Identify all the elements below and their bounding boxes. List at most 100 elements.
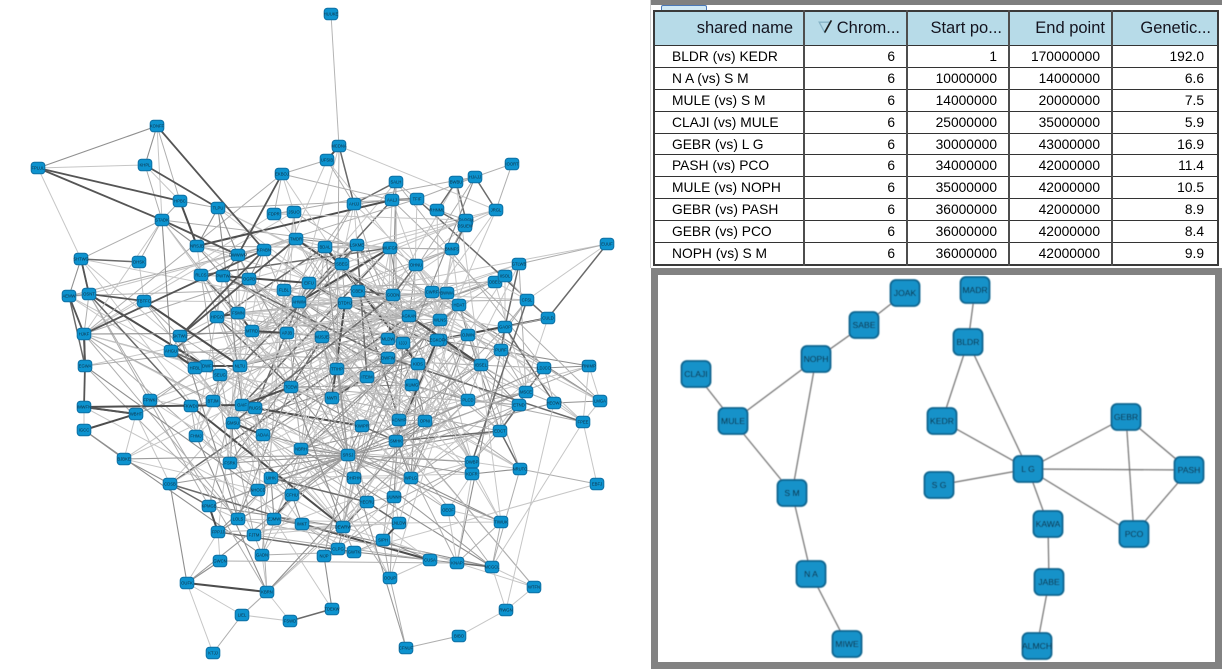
svg-text:NRUTO: NRUTO	[513, 467, 529, 472]
svg-text:JABE: JABE	[1038, 577, 1060, 587]
svg-text:CFSL: CFSL	[522, 298, 533, 303]
svg-text:FHMJ: FHMJ	[190, 434, 201, 439]
svg-text:OEOF: OEOF	[442, 508, 454, 513]
svg-text:RUGS: RUGS	[249, 406, 261, 411]
svg-text:BLDR: BLDR	[957, 337, 980, 347]
svg-text:FDPR: FDPR	[268, 212, 279, 217]
svg-text:UIHK: UIHK	[266, 476, 276, 481]
svg-text:EGWA: EGWA	[79, 364, 92, 369]
svg-text:HEOWJ: HEOWJ	[546, 401, 561, 406]
svg-text:AHGU: AHGU	[165, 349, 177, 354]
svg-text:KHPL: KHPL	[140, 163, 152, 168]
svg-text:GADN: GADN	[256, 553, 268, 558]
svg-text:RNIMP: RNIMP	[582, 364, 596, 369]
svg-text:NOPH: NOPH	[804, 354, 829, 364]
svg-text:FSWD: FSWD	[284, 619, 296, 624]
svg-text:L G: L G	[1021, 464, 1035, 474]
svg-text:OOUP: OOUP	[384, 576, 397, 581]
svg-text:KAWA: KAWA	[1036, 519, 1061, 529]
svg-text:PWTW: PWTW	[216, 274, 229, 279]
svg-text:NWTI: NWTI	[327, 396, 338, 401]
svg-text:WPLG: WPLG	[405, 476, 417, 481]
svg-text:EJMW: EJMW	[268, 517, 280, 522]
svg-text:KTJJ: KTJJ	[208, 651, 218, 656]
svg-text:AEMW: AEMW	[62, 294, 75, 299]
svg-text:LIEL: LIEL	[238, 613, 247, 618]
svg-text:DEWRW: DEWRW	[335, 525, 352, 530]
svg-text:TMDR: TMDR	[290, 237, 302, 242]
svg-text:MCGCL: MCGCL	[484, 565, 500, 570]
svg-text:MADR: MADR	[962, 285, 987, 295]
svg-text:S G: S G	[932, 480, 947, 490]
svg-text:KWIPR: KWIPR	[355, 424, 369, 429]
svg-text:ALMCH: ALMCH	[1022, 641, 1052, 651]
svg-text:EKBOJ: EKBOJ	[275, 172, 289, 177]
svg-text:CFHU: CFHU	[286, 493, 298, 498]
svg-text:GODN: GODN	[387, 293, 400, 298]
svg-text:WUFGR: WUFGR	[382, 246, 398, 251]
svg-text:TFIF: TFIF	[413, 197, 422, 202]
svg-text:GWCN: GWCN	[213, 559, 226, 564]
svg-text:HUUKE: HUUKE	[324, 12, 339, 17]
svg-text:NIJP: NIJP	[319, 554, 328, 559]
svg-text:OSNT: OSNT	[83, 292, 95, 297]
svg-text:ETND: ETND	[513, 403, 524, 408]
svg-text:RLCS: RLCS	[195, 273, 206, 278]
svg-text:DHFHN: DHFHN	[347, 476, 362, 481]
svg-text:MJSJE: MJSJE	[315, 335, 328, 340]
svg-text:FPLUL: FPLUL	[31, 166, 45, 171]
svg-text:FPEE: FPEE	[578, 420, 589, 425]
svg-text:NLTU: NLTU	[235, 364, 246, 369]
svg-text:BTJM: BTJM	[208, 399, 219, 404]
svg-text:FSRK: FSRK	[224, 461, 235, 466]
svg-text:GAOP: GAOP	[499, 325, 511, 330]
svg-text:UFSIB: UFSIB	[321, 158, 334, 163]
svg-text:IMKT: IMKT	[297, 522, 307, 527]
svg-text:KPABN: KPABN	[257, 248, 271, 253]
svg-text:LDJCO: LDJCO	[537, 366, 551, 371]
svg-text:STADK: STADK	[155, 218, 169, 223]
svg-text:IMWFN: IMWFN	[77, 405, 91, 410]
svg-text:KUMG: KUMG	[406, 383, 419, 388]
svg-text:HFBL: HFBL	[190, 366, 201, 371]
svg-text:MCDNA: MCDNA	[331, 144, 347, 149]
svg-text:SBEG: SBEG	[336, 262, 348, 267]
svg-text:FJTM: FJTM	[249, 533, 260, 538]
svg-text:NRSJB: NRSJB	[190, 244, 204, 249]
svg-text:MSCE: MSCE	[520, 390, 532, 395]
svg-text:HPBC: HPBC	[174, 199, 186, 204]
svg-text:BDAL: BDAL	[320, 245, 332, 250]
svg-text:CDSB: CDSB	[164, 482, 176, 487]
svg-text:BWWA: BWWA	[440, 291, 454, 296]
svg-text:OJWN: OJWN	[462, 333, 474, 338]
svg-text:FPWKI: FPWKI	[143, 398, 156, 403]
svg-text:APJB: APJB	[282, 331, 293, 336]
svg-text:ADAA: ADAA	[257, 433, 269, 438]
svg-text:AHJJ: AHJJ	[349, 202, 359, 207]
svg-text:PASH: PASH	[1178, 465, 1201, 475]
svg-text:IOORT: IOORT	[505, 162, 519, 167]
svg-text:OSUEW: OSUEW	[457, 224, 473, 229]
svg-text:LMGA: LMGA	[594, 399, 606, 404]
svg-text:KONFF: KONFF	[150, 124, 165, 129]
svg-text:LSKME: LSKME	[350, 243, 364, 248]
svg-text:TDEKW: TDEKW	[324, 607, 339, 612]
svg-text:KIDS: KIDS	[413, 362, 423, 367]
svg-text:ACNHP: ACNHP	[392, 418, 407, 423]
svg-text:RWGN: RWGN	[499, 608, 512, 613]
svg-text:JRGL: JRGL	[491, 208, 502, 213]
svg-text:BNNFS: BNNFS	[445, 247, 459, 252]
svg-text:SABE: SABE	[853, 320, 876, 330]
svg-text:KBRN: KBRN	[261, 590, 273, 595]
svg-text:RHNML: RHNML	[430, 208, 446, 213]
svg-text:FLBL: FLBL	[279, 288, 290, 293]
svg-text:IBSEL: IBSEL	[475, 363, 488, 368]
svg-text:TTIHP: TTIHP	[331, 367, 343, 372]
svg-text:TBTFC: TBTFC	[137, 299, 151, 304]
svg-text:CUSA: CUSA	[424, 558, 436, 563]
svg-text:WBHT: WBHT	[130, 412, 143, 417]
svg-text:DBEO: DBEO	[489, 280, 502, 285]
svg-text:SALH: SALH	[391, 180, 402, 185]
svg-text:PURF: PURF	[495, 348, 507, 353]
svg-text:OHNU: OHNU	[410, 263, 422, 268]
